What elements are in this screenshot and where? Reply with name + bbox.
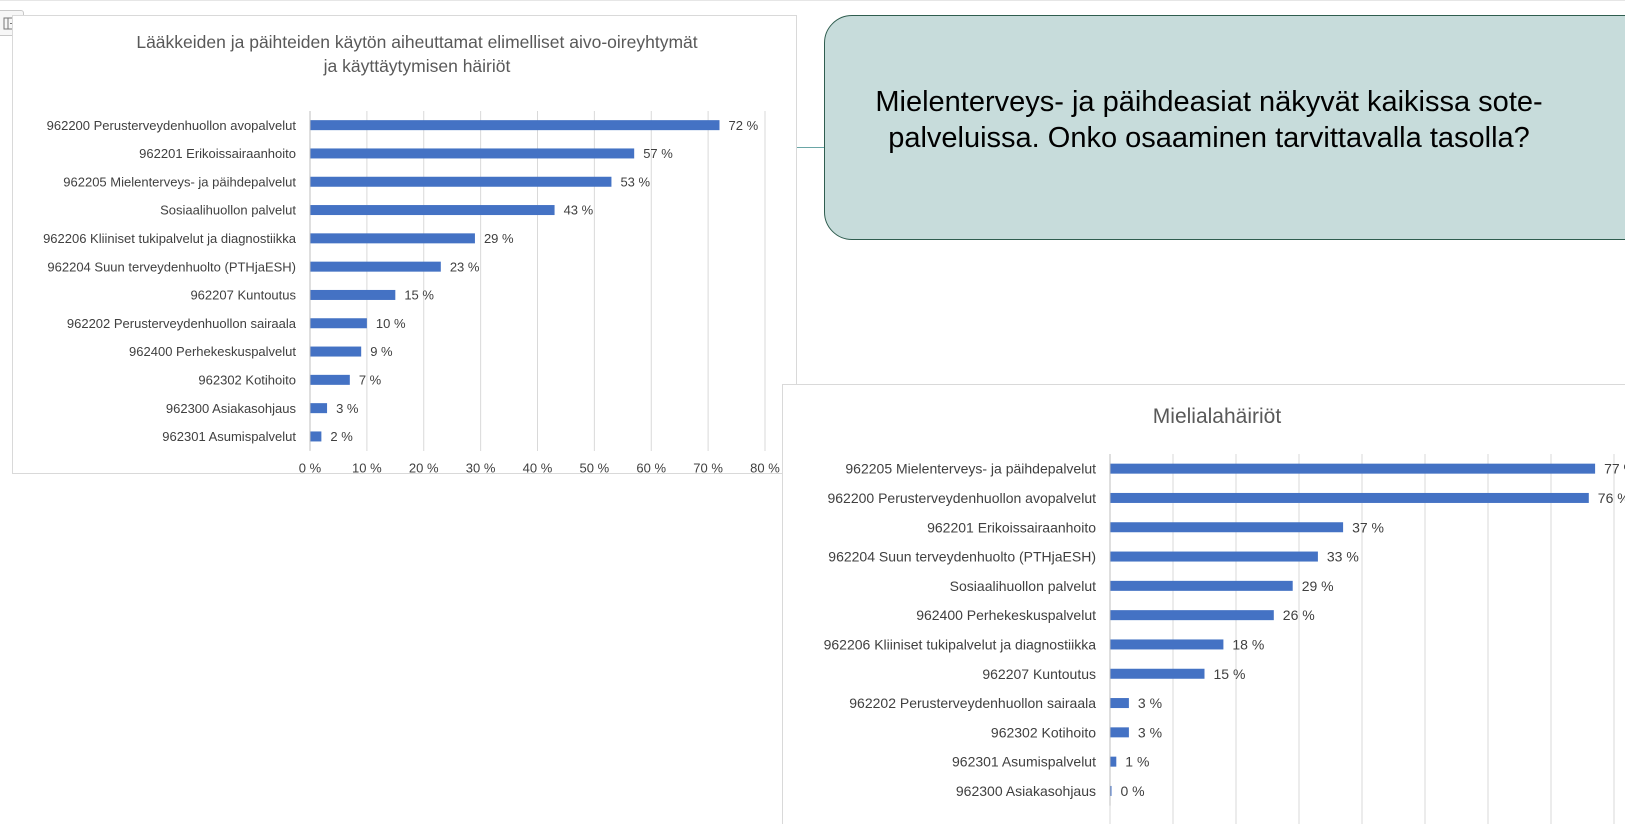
bar: [1110, 463, 1596, 474]
chart-mielialahairiot-svg: Mielialahäiriöt 962205 Mielenterveys- ja …: [824, 405, 1625, 824]
data-value-label: 57 %: [643, 146, 673, 161]
bar: [1110, 727, 1129, 738]
chart-title-line: Mielialahäiriöt: [1153, 405, 1282, 428]
bar: [310, 148, 635, 159]
callout-text: Mielenterveys- ja päihdeasiat näkyvät ka…: [875, 85, 1543, 154]
category-label: Sosiaalihuollon palvelut: [950, 578, 1096, 594]
category-label: 962205 Mielenterveys- ja päihdepalvelut: [845, 461, 1096, 477]
category-label: 962301 Asumispalvelut: [162, 429, 296, 444]
bar: [310, 346, 362, 357]
category-label: 962400 Perhekeskuspalvelut: [916, 607, 1096, 623]
callout-box: Mielenterveys- ja päihdeasiat näkyvät ka…: [824, 15, 1625, 240]
data-value-label: 26 %: [1283, 607, 1315, 623]
data-value-label: 3 %: [1138, 695, 1162, 711]
category-label: 962202 Perusterveydenhuollon sairaala: [849, 695, 1096, 711]
bar: [310, 205, 555, 216]
data-value-label: 7 %: [359, 373, 382, 388]
bar: [1110, 492, 1589, 503]
bar: [1110, 551, 1318, 562]
bar: [1110, 756, 1117, 767]
category-label: 962302 Kotihoito: [198, 373, 296, 388]
bar: [1110, 698, 1129, 709]
data-value-label: 3 %: [1138, 724, 1162, 740]
data-value-label: 37 %: [1352, 519, 1384, 535]
bar: [310, 261, 441, 272]
data-value-label: 9 %: [370, 344, 393, 359]
bar: [310, 120, 720, 131]
bar: [1110, 785, 1112, 796]
category-label: 962205 Mielenterveys- ja päihdepalvelut: [63, 174, 296, 189]
bar: [310, 374, 350, 385]
chart-aivo-oireyhtymat: Lääkkeiden ja päihteiden käytön aiheutta…: [12, 15, 797, 474]
category-label: 962200 Perusterveydenhuollon avopalvelut: [827, 490, 1096, 506]
bar: [310, 403, 328, 414]
data-value-label: 0 %: [1121, 783, 1145, 799]
data-value-label: 29 %: [484, 231, 514, 246]
category-label: 962204 Suun terveydenhuolto (PTHjaESH): [47, 259, 296, 274]
bar: [1110, 639, 1224, 650]
chart-title-line: Lääkkeiden ja päihteiden käytön aiheutta…: [136, 32, 697, 52]
category-label: 962201 Erikoissairaanhoito: [927, 519, 1096, 535]
data-value-label: 76 %: [1598, 490, 1625, 506]
x-tick-label: 10 %: [352, 461, 382, 474]
data-value-label: 15 %: [1214, 666, 1246, 682]
category-label: 962202 Perusterveydenhuollon sairaala: [67, 316, 297, 331]
data-value-label: 18 %: [1232, 636, 1264, 652]
x-tick-label: 60 %: [636, 461, 666, 474]
x-tick-label: 20 %: [409, 461, 439, 474]
category-label: 962200 Perusterveydenhuollon avopalvelut: [47, 118, 297, 133]
bar: [310, 431, 322, 442]
bar: [1110, 610, 1274, 621]
bar: [310, 176, 612, 187]
x-tick-label: 30 %: [466, 461, 496, 474]
category-label: 962300 Asiakasohjaus: [956, 783, 1096, 799]
data-value-label: 29 %: [1302, 578, 1334, 594]
data-value-label: 1 %: [1125, 754, 1149, 770]
category-label: Sosiaalihuollon palvelut: [160, 203, 296, 218]
callout-connector: [797, 147, 825, 148]
x-tick-label: 80 %: [750, 461, 780, 474]
category-label: 962302 Kotihoito: [991, 724, 1096, 740]
chart-mielialahairiot: Mielialahäiriöt 962205 Mielenterveys- ja …: [782, 384, 1625, 824]
category-label: 962300 Asiakasohjaus: [166, 401, 297, 416]
data-value-label: 23 %: [450, 259, 480, 274]
category-label: 962207 Kuntoutus: [190, 288, 296, 303]
data-value-label: 77 %: [1604, 461, 1625, 477]
category-label: 962206 Kliiniset tukipalvelut ja diagnos…: [824, 636, 1097, 652]
category-label: 962400 Perhekeskuspalvelut: [129, 344, 296, 359]
chart-aivo-oireyhtymat-svg: Lääkkeiden ja päihteiden käytön aiheutta…: [43, 32, 780, 474]
category-label: 962301 Asumispalvelut: [952, 754, 1096, 770]
category-label: 962201 Erikoissairaanhoito: [139, 146, 296, 161]
data-value-label: 10 %: [376, 316, 406, 331]
data-value-label: 2 %: [330, 429, 353, 444]
data-value-label: 53 %: [620, 174, 650, 189]
category-label: 962207 Kuntoutus: [982, 666, 1096, 682]
x-tick-label: 50 %: [580, 461, 610, 474]
data-value-label: 15 %: [404, 288, 434, 303]
top-border-line: [0, 0, 1625, 1]
data-value-label: 72 %: [729, 118, 759, 133]
bar: [310, 233, 475, 244]
bar: [310, 289, 396, 300]
bar: [1110, 522, 1344, 533]
data-value-label: 33 %: [1327, 549, 1359, 565]
data-value-label: 3 %: [336, 401, 359, 416]
x-tick-label: 40 %: [523, 461, 553, 474]
bar: [1110, 668, 1205, 679]
bar: [310, 318, 367, 329]
category-label: 962204 Suun terveydenhuolto (PTHjaESH): [828, 549, 1096, 565]
category-label: 962206 Kliiniset tukipalvelut ja diagnos…: [43, 231, 297, 246]
data-value-label: 43 %: [564, 203, 594, 218]
bar: [1110, 580, 1293, 591]
x-tick-label: 70 %: [693, 461, 723, 474]
chart-title-line: ja käyttäytymisen häiriöt: [323, 56, 511, 76]
x-tick-label: 0 %: [299, 461, 322, 474]
